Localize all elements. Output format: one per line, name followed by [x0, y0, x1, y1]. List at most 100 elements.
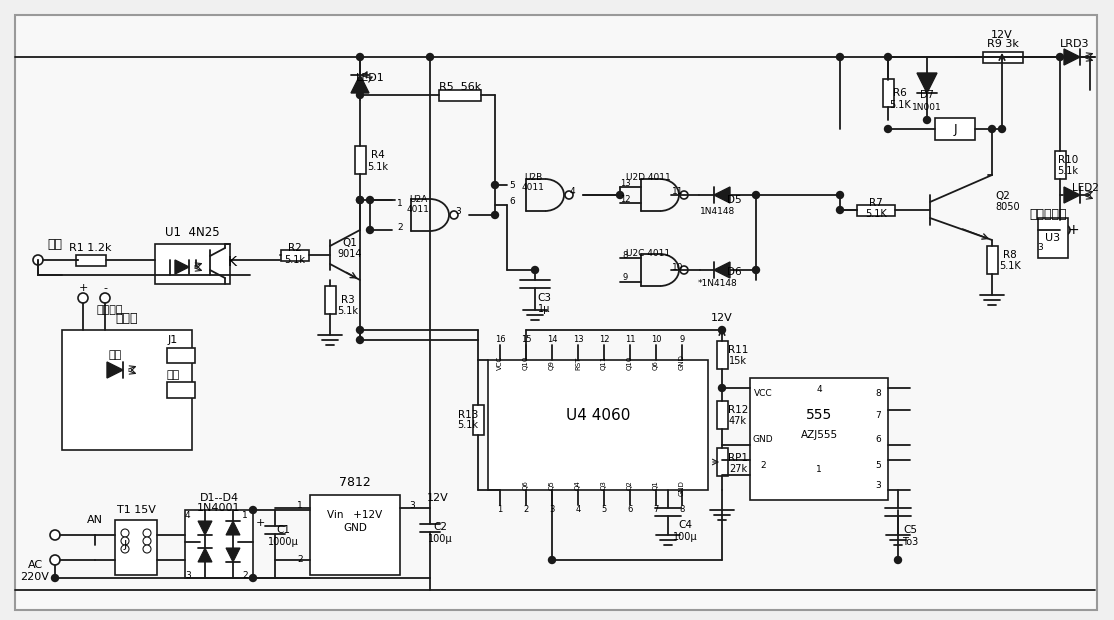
Circle shape — [450, 211, 458, 219]
Text: 10: 10 — [651, 335, 662, 345]
Circle shape — [531, 267, 538, 273]
Text: 9: 9 — [680, 335, 685, 345]
Text: U4 4060: U4 4060 — [566, 407, 631, 422]
Polygon shape — [714, 187, 730, 203]
Text: Q10: Q10 — [522, 356, 529, 370]
Text: Q5: Q5 — [549, 480, 555, 490]
Text: R9 3k: R9 3k — [987, 39, 1019, 49]
Text: 8050: 8050 — [995, 202, 1019, 212]
Circle shape — [121, 529, 129, 537]
Text: 红灯: 红灯 — [108, 350, 121, 360]
Circle shape — [998, 125, 1006, 133]
Polygon shape — [107, 362, 123, 378]
Text: 9014: 9014 — [338, 249, 362, 259]
Polygon shape — [351, 75, 369, 93]
Circle shape — [367, 197, 373, 203]
Text: +: + — [255, 518, 265, 528]
Text: 4011: 4011 — [521, 184, 545, 192]
Text: 3: 3 — [549, 505, 555, 515]
Bar — [935, 118, 975, 140]
Text: 2: 2 — [297, 556, 303, 564]
Text: U2C 4011: U2C 4011 — [626, 249, 670, 257]
Text: 4: 4 — [569, 187, 575, 197]
Circle shape — [752, 192, 760, 198]
Text: 2: 2 — [243, 570, 248, 580]
Text: VCC: VCC — [497, 356, 504, 370]
Text: Q9: Q9 — [549, 360, 555, 370]
Text: R5  56k: R5 56k — [439, 82, 481, 92]
Text: U2B: U2B — [524, 174, 543, 182]
Text: T1 15V: T1 15V — [117, 505, 156, 515]
Circle shape — [51, 575, 59, 582]
Circle shape — [885, 125, 891, 133]
Text: Vin   +12V: Vin +12V — [328, 510, 382, 520]
Text: 1000μ: 1000μ — [267, 537, 299, 547]
Text: 5: 5 — [509, 180, 515, 190]
Circle shape — [100, 293, 110, 303]
Text: 石英钟电源: 石英钟电源 — [1029, 208, 1067, 221]
Bar — [1055, 151, 1066, 179]
Polygon shape — [1064, 187, 1079, 203]
Text: 1N4148: 1N4148 — [701, 208, 735, 216]
Text: C2: C2 — [433, 522, 447, 532]
Text: 1: 1 — [497, 505, 502, 515]
Text: R6: R6 — [893, 88, 907, 98]
Text: C1: C1 — [276, 525, 290, 535]
Circle shape — [680, 266, 688, 274]
Bar — [717, 401, 729, 429]
Text: 12V: 12V — [427, 493, 449, 503]
Circle shape — [752, 267, 760, 273]
Text: D7: D7 — [920, 90, 934, 100]
Text: 12V: 12V — [991, 30, 1013, 40]
Text: 3: 3 — [1037, 244, 1043, 252]
Text: U1  4N25: U1 4N25 — [165, 226, 219, 239]
Text: 555: 555 — [805, 408, 832, 422]
Text: 充电器: 充电器 — [116, 311, 138, 324]
Text: R8: R8 — [1003, 250, 1017, 260]
Circle shape — [837, 192, 843, 198]
Text: D6: D6 — [727, 267, 742, 277]
Text: 5.1k: 5.1k — [368, 162, 389, 172]
Text: GND: GND — [753, 435, 773, 445]
Text: 5.1k: 5.1k — [1057, 166, 1078, 176]
Text: 5.1k: 5.1k — [338, 306, 359, 316]
Polygon shape — [226, 548, 240, 562]
Text: C4: C4 — [678, 520, 692, 530]
Circle shape — [50, 530, 60, 540]
Bar — [155, 244, 229, 284]
Text: Q11: Q11 — [600, 356, 607, 370]
Text: U3: U3 — [1045, 233, 1061, 243]
Text: 7: 7 — [653, 505, 658, 515]
Circle shape — [616, 192, 624, 198]
Text: R7: R7 — [869, 198, 883, 208]
Circle shape — [33, 255, 43, 265]
Text: C3: C3 — [537, 293, 551, 303]
Circle shape — [565, 191, 573, 199]
Circle shape — [50, 555, 60, 565]
Text: 1: 1 — [817, 466, 822, 474]
Circle shape — [121, 545, 129, 553]
Text: GND: GND — [680, 354, 685, 370]
Bar — [987, 246, 998, 274]
Text: 插头: 插头 — [48, 239, 62, 252]
Bar — [1038, 218, 1068, 258]
Circle shape — [1061, 225, 1071, 235]
Text: *1N4148: *1N4148 — [698, 280, 737, 288]
Text: 6: 6 — [509, 198, 515, 206]
Text: 15: 15 — [520, 335, 531, 345]
Text: D5: D5 — [727, 195, 742, 205]
Text: 1N001: 1N001 — [912, 102, 941, 112]
Circle shape — [356, 337, 363, 343]
Text: GND: GND — [680, 480, 685, 496]
Text: 5.1k: 5.1k — [458, 420, 479, 430]
Text: 11: 11 — [672, 187, 684, 197]
Text: 8: 8 — [680, 505, 685, 515]
Text: AZJ555: AZJ555 — [801, 430, 838, 440]
Bar — [717, 448, 729, 476]
Bar — [857, 205, 895, 216]
Text: 1: 1 — [242, 510, 248, 520]
Circle shape — [837, 206, 843, 213]
Text: D1--D4: D1--D4 — [199, 493, 238, 503]
Circle shape — [924, 117, 930, 123]
Bar — [488, 360, 709, 490]
